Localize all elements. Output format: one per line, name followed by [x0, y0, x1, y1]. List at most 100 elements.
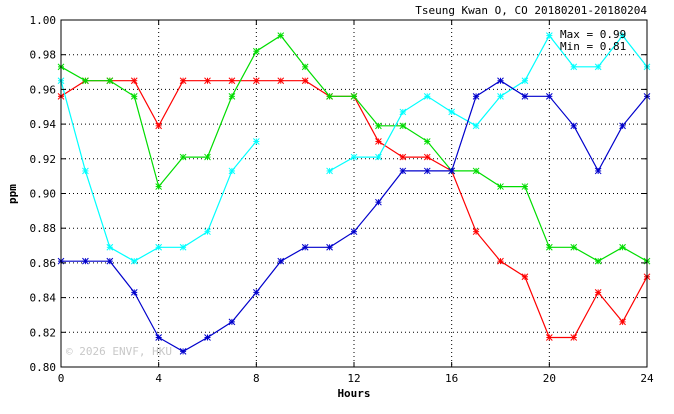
y-tick-label: 0.94	[30, 118, 57, 131]
data-point	[130, 257, 138, 265]
y-tick-label: 1.00	[30, 14, 57, 27]
data-point	[619, 318, 626, 326]
data-point	[326, 167, 333, 175]
x-tick-label: 4	[155, 372, 162, 385]
data-point	[619, 32, 626, 39]
data-point	[594, 63, 602, 71]
data-point	[472, 228, 480, 236]
max-stat-label: Max = 0.99	[560, 28, 626, 41]
data-point	[82, 77, 89, 85]
data-point	[521, 183, 529, 190]
data-point	[570, 122, 578, 130]
data-point	[155, 122, 163, 130]
data-point	[399, 108, 407, 116]
data-point	[472, 167, 480, 175]
data-point	[399, 167, 407, 175]
data-point	[570, 243, 578, 251]
y-axis-label: ppm	[6, 184, 19, 204]
data-point	[155, 183, 163, 190]
series-4	[57, 77, 651, 355]
data-point	[375, 138, 382, 145]
data-point	[130, 77, 138, 85]
data-point	[228, 77, 236, 85]
data-point	[277, 257, 285, 265]
data-point	[350, 92, 358, 100]
data-point	[301, 63, 309, 71]
data-point	[545, 243, 553, 251]
data-point	[497, 92, 504, 100]
data-point	[326, 243, 333, 251]
data-point	[106, 77, 114, 85]
y-tick-label: 0.88	[30, 222, 57, 235]
data-point	[497, 257, 504, 265]
data-point	[448, 167, 456, 175]
data-point	[472, 92, 480, 100]
data-point	[423, 153, 431, 161]
series-3	[57, 32, 651, 265]
data-point	[277, 32, 285, 39]
data-point	[326, 92, 333, 100]
data-point	[204, 153, 211, 161]
data-point	[252, 77, 260, 85]
data-point	[423, 92, 431, 100]
data-point	[399, 153, 407, 161]
data-point	[594, 167, 602, 175]
y-tick-label: 0.96	[30, 83, 57, 96]
data-series-group	[57, 32, 651, 355]
x-axis-label: Hours	[337, 387, 370, 400]
data-point	[106, 257, 114, 265]
data-point	[301, 77, 309, 85]
y-tick-label: 0.80	[30, 361, 57, 374]
data-point	[155, 334, 163, 341]
data-point	[619, 122, 626, 130]
data-point	[570, 334, 578, 341]
data-point	[375, 198, 382, 206]
data-point	[179, 243, 187, 251]
x-tick-label: 20	[543, 372, 556, 385]
grid-lines	[61, 20, 647, 367]
data-point	[472, 122, 480, 130]
data-point	[179, 348, 187, 355]
y-tick-label: 0.86	[30, 257, 57, 270]
series-1	[57, 77, 651, 341]
data-point	[399, 122, 407, 130]
data-point	[375, 122, 382, 130]
data-point	[594, 289, 602, 296]
data-point	[204, 228, 211, 236]
x-tick-label: 0	[58, 372, 65, 385]
data-point	[228, 92, 236, 100]
data-point	[204, 334, 211, 341]
data-point	[545, 334, 553, 341]
series-line	[60, 80, 648, 339]
data-point	[448, 108, 456, 116]
min-stat-label: Min = 0.81	[560, 40, 626, 53]
watermark-text: © 2026 ENVF, HKU	[66, 345, 172, 358]
data-point	[82, 167, 89, 175]
data-point	[252, 138, 260, 145]
axis-ticks: 0.80 0.82 0.84 0.86 0.88 0.90 0.92 0.94 0.96 0.98…	[30, 14, 654, 385]
x-tick-label: 16	[445, 372, 458, 385]
data-point	[423, 167, 431, 175]
data-point	[204, 77, 211, 85]
x-tick-label: 8	[253, 372, 260, 385]
y-tick-label: 0.84	[30, 292, 57, 305]
data-point	[497, 77, 504, 85]
data-point	[375, 153, 382, 161]
data-point	[301, 243, 309, 251]
x-tick-label: 24	[640, 372, 654, 385]
data-point	[252, 289, 260, 296]
data-point	[228, 167, 236, 175]
data-point	[570, 63, 578, 71]
series-line	[329, 34, 648, 172]
y-tick-label: 0.92	[30, 153, 57, 166]
chart-title: Tseung Kwan O, CO 20180201-20180204	[415, 4, 647, 17]
x-tick-label: 12	[347, 372, 360, 385]
y-tick-label: 0.90	[30, 188, 57, 201]
data-point	[252, 47, 260, 55]
data-point	[423, 138, 431, 145]
data-point	[594, 257, 602, 265]
data-point	[82, 257, 89, 265]
data-point	[350, 228, 358, 236]
